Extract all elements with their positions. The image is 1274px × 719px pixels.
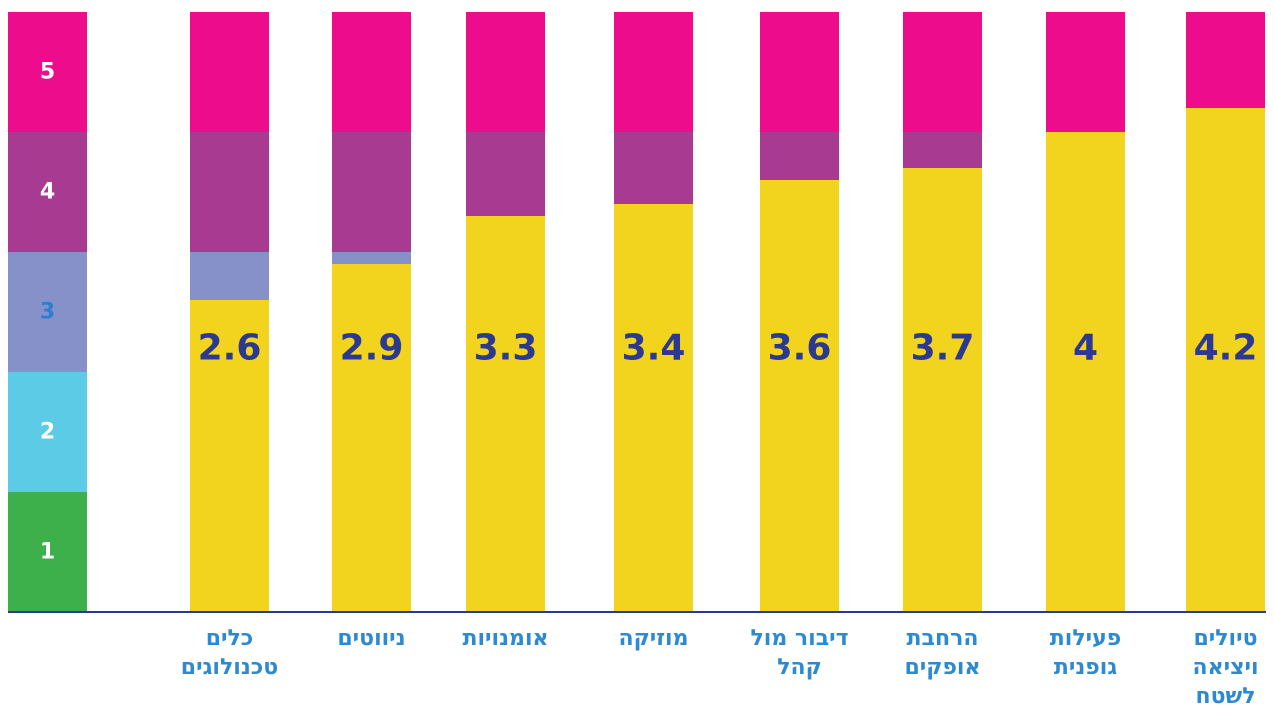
bar: [332, 264, 411, 612]
scale-band: [190, 132, 269, 252]
value-label: 3.4: [622, 328, 686, 369]
x-tick-label: מוזיקה: [618, 626, 689, 651]
legend-band: [8, 492, 87, 612]
legend-label: 5: [40, 60, 55, 85]
bar: [190, 300, 269, 612]
bar: [466, 216, 545, 612]
x-tick-label: דיבור מול קהל: [750, 626, 849, 680]
x-tick-label: הרחבת אופקים: [904, 626, 981, 680]
x-tick-label: כלים טכנולוגים: [180, 626, 279, 680]
bar: [614, 204, 693, 612]
scale-band: [332, 132, 411, 252]
legend-band: [8, 132, 87, 252]
scale-band: [466, 12, 545, 132]
scale-band: [1046, 12, 1125, 132]
legend-label: 3: [40, 300, 55, 325]
x-tick-label: אומנויות: [462, 626, 549, 651]
value-label: 2.9: [340, 328, 404, 369]
bar: [903, 168, 982, 612]
bar: [760, 180, 839, 612]
legend-band: [8, 252, 87, 372]
legend-label: 1: [40, 540, 55, 565]
bar: [1046, 132, 1125, 612]
value-label: 3.7: [911, 328, 975, 369]
scale-band: [903, 12, 982, 132]
legend-label: 2: [40, 420, 55, 445]
legend-band: [8, 372, 87, 492]
value-label: 3.6: [768, 328, 832, 369]
x-tick-label: פעילות גופנית: [1049, 626, 1122, 680]
legend-band: [8, 12, 87, 132]
scale-band: [190, 12, 269, 132]
value-label: 3.3: [474, 328, 538, 369]
bar: [1186, 108, 1265, 612]
value-label: 4.2: [1194, 328, 1258, 369]
scale-band: [332, 12, 411, 132]
value-label: 4: [1073, 328, 1098, 369]
scale-band: [614, 12, 693, 132]
x-tick-label: ניווטים: [337, 626, 406, 651]
x-tick-label: טיולים ויציאה לשטח: [1192, 626, 1259, 709]
value-label: 2.6: [198, 328, 262, 369]
scale-band: [760, 12, 839, 132]
legend-label: 4: [40, 180, 55, 205]
